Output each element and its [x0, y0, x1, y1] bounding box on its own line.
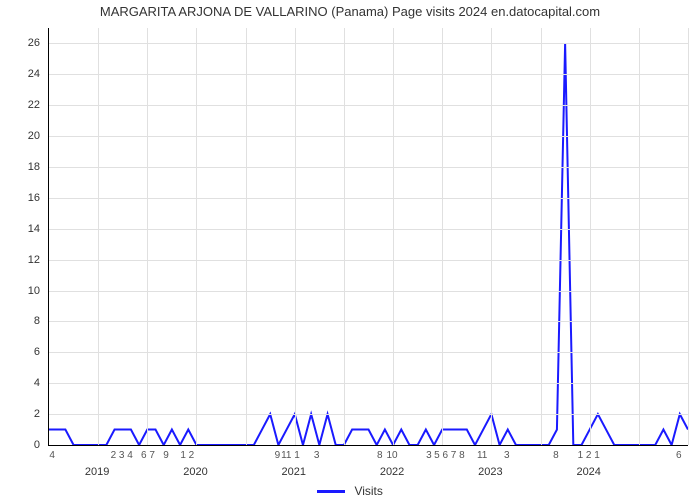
x-minor-label: 3 — [426, 450, 432, 461]
gridline-v — [442, 28, 443, 445]
y-tick-label: 20 — [0, 130, 40, 142]
x-minor-label: 3 — [504, 450, 510, 461]
y-tick-label: 8 — [0, 315, 40, 327]
gridline-h — [49, 260, 688, 261]
y-tick-label: 18 — [0, 161, 40, 173]
y-tick-label: 0 — [0, 439, 40, 451]
y-tick-label: 6 — [0, 346, 40, 358]
gridline-h — [49, 321, 688, 322]
y-tick-label: 2 — [0, 408, 40, 420]
gridline-h — [49, 291, 688, 292]
x-year-label: 2019 — [85, 466, 109, 478]
gridline-h — [49, 167, 688, 168]
gridline-v — [541, 28, 542, 445]
x-minor-label: 9 — [163, 450, 169, 461]
chart-container: MARGARITA ARJONA DE VALLARINO (Panama) P… — [0, 0, 700, 500]
x-minor-label: 4 — [49, 450, 55, 461]
y-tick-label: 16 — [0, 192, 40, 204]
gridline-v — [491, 28, 492, 445]
gridline-h — [49, 352, 688, 353]
y-tick-label: 14 — [0, 223, 40, 235]
x-minor-label: 1 2 — [180, 450, 194, 461]
x-minor-label: 8 — [553, 450, 559, 461]
gridline-h — [49, 105, 688, 106]
gridline-h — [49, 43, 688, 44]
legend-swatch — [317, 490, 345, 493]
gridline-h — [49, 74, 688, 75]
gridline-v — [196, 28, 197, 445]
x-minor-label: 2 3 4 — [111, 450, 133, 461]
x-minor-label: 8 — [377, 450, 383, 461]
y-tick-label: 26 — [0, 37, 40, 49]
x-minor-label: 5 6 7 8 — [434, 450, 465, 461]
plot-area — [48, 28, 688, 446]
x-minor-label: 6 — [676, 450, 682, 461]
y-tick-label: 22 — [0, 99, 40, 111]
x-minor-label: 3 — [314, 450, 320, 461]
gridline-v — [393, 28, 394, 445]
x-minor-label: 1 2 1 — [578, 450, 600, 461]
x-year-label: 2023 — [478, 466, 502, 478]
chart-title: MARGARITA ARJONA DE VALLARINO (Panama) P… — [0, 4, 700, 19]
gridline-h — [49, 229, 688, 230]
gridline-v — [295, 28, 296, 445]
gridline-v — [147, 28, 148, 445]
x-year-label: 2020 — [183, 466, 207, 478]
gridline-v — [344, 28, 345, 445]
gridline-h — [49, 136, 688, 137]
legend: Visits — [0, 484, 700, 498]
x-year-label: 2021 — [282, 466, 306, 478]
x-year-label: 2024 — [576, 466, 600, 478]
x-minor-label: 11 1 — [281, 450, 300, 461]
gridline-v — [98, 28, 99, 445]
y-tick-label: 12 — [0, 254, 40, 266]
y-tick-label: 24 — [0, 68, 40, 80]
gridline-v — [590, 28, 591, 445]
x-minor-label: 6 7 — [141, 450, 155, 461]
legend-label: Visits — [354, 484, 382, 498]
gridline-h — [49, 414, 688, 415]
x-minor-label: 11 — [477, 450, 487, 461]
x-year-label: 2022 — [380, 466, 404, 478]
gridline-v — [688, 28, 689, 445]
gridline-v — [639, 28, 640, 445]
gridline-h — [49, 383, 688, 384]
gridline-v — [246, 28, 247, 445]
gridline-h — [49, 198, 688, 199]
y-tick-label: 10 — [0, 285, 40, 297]
y-tick-label: 4 — [0, 377, 40, 389]
x-minor-label: 10 — [387, 450, 398, 461]
x-minor-label: 9 — [275, 450, 281, 461]
